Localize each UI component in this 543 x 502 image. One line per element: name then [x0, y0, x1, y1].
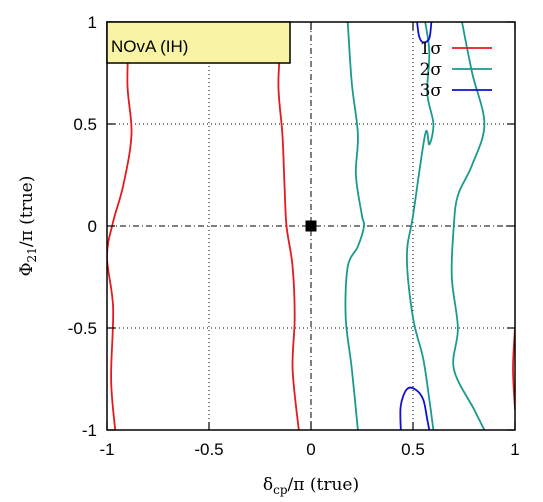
y-tick-label: 1 — [88, 13, 97, 32]
legend-label-3: 3σ — [420, 81, 443, 101]
contour-1sigma-curve-1 — [107, 22, 133, 430]
y-tick-label: -1 — [82, 421, 97, 440]
x-axis-label: δcp/π (true) — [263, 475, 359, 497]
chart-title: NOvA (IH) — [111, 37, 188, 56]
y-tick-label: -0.5 — [68, 319, 97, 338]
x-tick-label: -0.5 — [194, 440, 223, 459]
x-tick-label: 1 — [510, 440, 519, 459]
y-axis-label-main: Φ — [17, 262, 37, 276]
contour-3sigma-curve-1 — [416, 22, 433, 44]
x-axis-label-main: δ — [263, 475, 273, 495]
axis-ticks: -1 -0.5 0 0.5 1 -1 -0.5 0 0.5 1 — [68, 13, 520, 459]
contour-2sigma-curve-1 — [344, 22, 366, 430]
title-box: NOvA (IH) — [106, 21, 291, 64]
contour-3sigma-curve-2 — [399, 386, 431, 430]
y-tick-label: 0.5 — [73, 115, 97, 134]
legend-label-1: 1σ — [420, 39, 443, 59]
x-axis-label-sub: cp — [273, 483, 288, 497]
title-background — [106, 21, 291, 64]
legend-label-2: 2σ — [420, 60, 443, 80]
contour-curves — [107, 22, 515, 430]
contour-2sigma-curve-2 — [405, 22, 435, 430]
grid-lines — [107, 22, 515, 430]
x-tick-label: -1 — [99, 440, 114, 459]
y-axis-label: Φ21/π (true) — [17, 176, 39, 277]
x-tick-label: 0.5 — [401, 440, 425, 459]
y-axis-label-sub: 21 — [25, 247, 39, 262]
contour-2sigma-curve-3 — [450, 22, 486, 430]
best-fit-marker — [305, 220, 317, 232]
contour-1sigma-curve-2 — [277, 22, 300, 430]
x-axis-label-rest: /π (true) — [288, 475, 360, 495]
x-tick-label: 0 — [306, 440, 315, 459]
y-tick-label: 0 — [88, 217, 97, 236]
y-axis-label-rest: /π (true) — [17, 176, 37, 248]
